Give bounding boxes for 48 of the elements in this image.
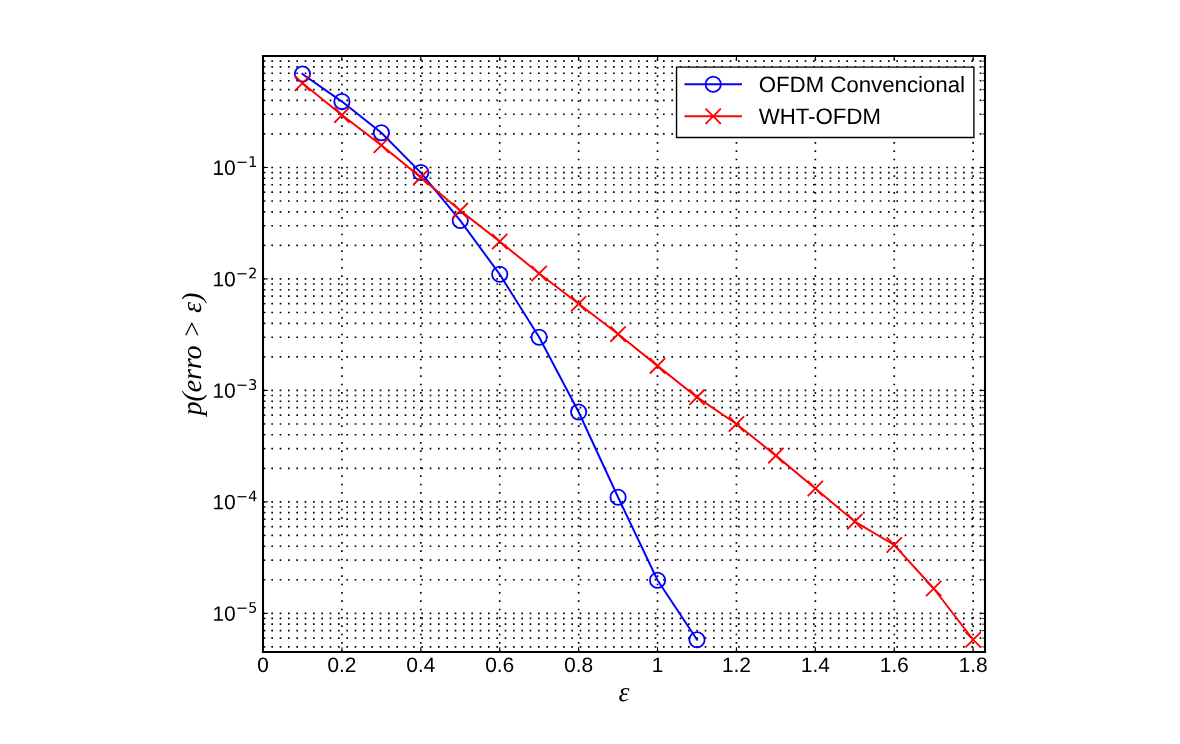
x-tick-label: 1.6 bbox=[881, 657, 908, 673]
point bbox=[688, 388, 706, 406]
point bbox=[925, 579, 943, 598]
legend-label: WHT-OFDM bbox=[758, 108, 880, 125]
point bbox=[570, 295, 588, 313]
point bbox=[372, 124, 390, 142]
y-tick-label: 10$^{−1}$ bbox=[214, 156, 257, 176]
point bbox=[767, 447, 785, 465]
y-tick-label: 10$^{−2}$ bbox=[214, 267, 256, 287]
x-tick-label: 1.2 bbox=[723, 657, 750, 672]
point bbox=[293, 65, 311, 83]
point bbox=[688, 631, 706, 649]
point bbox=[333, 93, 351, 111]
point bbox=[806, 479, 824, 497]
y-tick-label: 10$^{−4}$ bbox=[214, 490, 257, 510]
legend-label: OFDM Convencional bbox=[759, 76, 964, 93]
point bbox=[609, 325, 627, 343]
point bbox=[451, 212, 469, 230]
point bbox=[372, 136, 390, 154]
point bbox=[609, 488, 627, 506]
point bbox=[491, 232, 509, 250]
x-tick-label: 0.2 bbox=[328, 657, 356, 673]
y-axis-title: p(erro > ε) bbox=[181, 293, 207, 418]
point bbox=[648, 357, 667, 375]
point bbox=[964, 631, 982, 649]
point bbox=[846, 513, 864, 531]
point bbox=[412, 164, 430, 182]
point bbox=[570, 403, 588, 421]
point bbox=[293, 74, 311, 92]
x-tick-label: 0.6 bbox=[486, 657, 514, 673]
point bbox=[412, 168, 430, 186]
point bbox=[885, 536, 903, 554]
point bbox=[451, 202, 469, 220]
point bbox=[333, 106, 351, 124]
point bbox=[648, 571, 667, 589]
y-tick-label: 10$^{−5}$ bbox=[214, 602, 257, 621]
x-axis-title: ε bbox=[619, 688, 630, 702]
point bbox=[727, 415, 745, 433]
point bbox=[530, 264, 548, 282]
x-tick-label: 0 bbox=[258, 657, 268, 673]
point bbox=[491, 265, 509, 283]
x-tick-label: 1.4 bbox=[802, 657, 830, 672]
point bbox=[530, 328, 548, 346]
x-tick-label: 1 bbox=[653, 657, 663, 672]
x-tick-label: 0.4 bbox=[407, 657, 435, 673]
x-tick-label: 0.8 bbox=[564, 657, 593, 673]
x-tick-label: 1.8 bbox=[960, 657, 987, 673]
y-tick-label: 10$^{−3}$ bbox=[214, 379, 257, 398]
